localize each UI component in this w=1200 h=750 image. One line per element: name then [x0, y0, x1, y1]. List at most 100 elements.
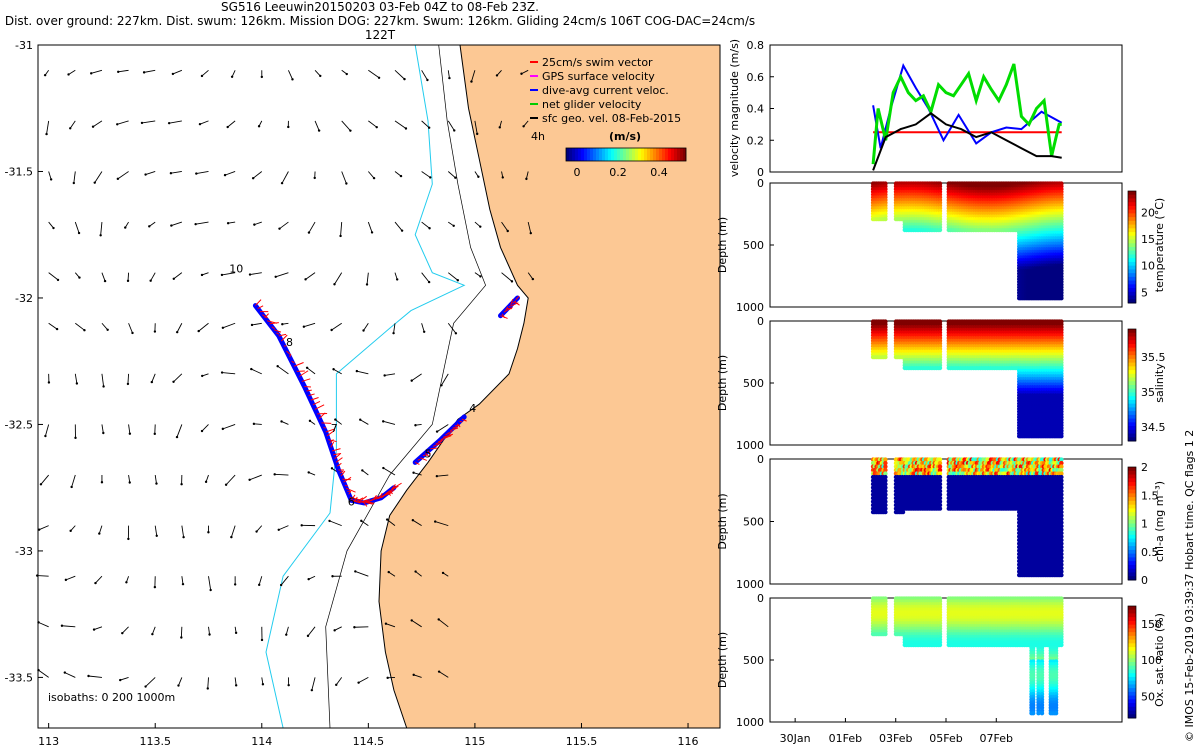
velocity-arrow [94, 171, 103, 183]
velocity-arrow [208, 576, 212, 591]
velocity-ytick-label: 0 [757, 166, 764, 179]
colorbar-swatch [1128, 205, 1136, 211]
velocity-arrow-head [435, 430, 439, 433]
colorbar-swatch [632, 148, 636, 161]
velocity-arrow [173, 272, 183, 280]
velocity-arrow [285, 626, 289, 635]
velocity-arrow [172, 69, 183, 75]
velocity-arrow [394, 171, 402, 177]
velocity-arrow-head [172, 380, 175, 384]
velocity-arrow [258, 576, 263, 585]
swim-vector [262, 314, 269, 319]
velocity-series [872, 112, 1062, 171]
velocity-arrow [447, 171, 456, 179]
velocity-arrow-head [280, 420, 283, 423]
swim-vector [425, 452, 430, 458]
colorbar-swatch [584, 148, 588, 161]
swim-vector [306, 389, 312, 392]
velocity-arrow [281, 421, 289, 425]
velocity-arrow-head [520, 72, 523, 75]
velocity-arrow-head [201, 374, 204, 378]
velocity-arrow-head [251, 177, 255, 180]
colorbar-swatch [1128, 261, 1136, 267]
swim-vector [510, 298, 514, 306]
velocity-arrow-head [209, 588, 212, 592]
velocity-arrow [441, 373, 449, 386]
velocity-arrow-head [140, 121, 144, 125]
velocity-arrow-head [273, 473, 276, 476]
velocity-arrow [38, 669, 49, 678]
velocity-arrow-head [276, 364, 279, 368]
velocity-arrow [305, 272, 316, 280]
velocity-arrow [48, 221, 54, 229]
swim-vector [442, 433, 453, 438]
velocity-arrow-head [470, 80, 473, 83]
day-label: 8 [286, 336, 293, 349]
velocity-arrow [176, 323, 183, 333]
velocity-arrow-head [78, 276, 81, 279]
colorbar-swatch [1128, 276, 1136, 282]
colorbar-swatch [566, 148, 570, 161]
velocity-arrow [154, 474, 157, 484]
swim-vector [420, 457, 428, 461]
velocity-arrow-head [331, 575, 334, 578]
velocity-arrow-head [150, 380, 154, 384]
velocity-arrow-head [257, 125, 261, 128]
velocity-arrow-head [383, 374, 386, 377]
velocity-arrow-head [226, 125, 229, 129]
velocity-arrow-head [117, 70, 120, 74]
swim-vector [278, 333, 287, 337]
profile-point [1059, 296, 1064, 301]
velocity-arrow-head [39, 483, 43, 486]
velocity-arrow [278, 525, 289, 531]
velocity-arrow-head [194, 222, 197, 226]
velocity-arrow-head [195, 172, 198, 175]
swim-vector [461, 418, 467, 422]
velocity-arrow-head [250, 323, 254, 327]
colorbar-swatch [1128, 224, 1136, 229]
velocity-arrow-head [456, 279, 460, 282]
velocity-arrow-head [361, 469, 364, 472]
velocity-arrow-head [170, 224, 173, 227]
velocity-arrow [501, 221, 509, 232]
velocity-arrow [436, 424, 449, 432]
swim-vector [367, 501, 375, 504]
velocity-arrow [438, 671, 449, 678]
velocity-arrow-head [102, 385, 105, 388]
velocity-series [871, 63, 1062, 165]
swim-vector [304, 386, 312, 388]
swim-vector [339, 470, 344, 474]
velocity-arrow-head [44, 434, 47, 438]
velocity-arrow [421, 221, 430, 229]
swim-vector [312, 400, 321, 406]
velocity-arrow-head [448, 76, 451, 80]
velocity-arrow-head [92, 628, 96, 631]
velocity-arrow-head [334, 418, 337, 421]
velocity-arrow-head [255, 530, 258, 533]
colorbar-swatch [590, 148, 594, 161]
velocity-ytick-label: 0.4 [747, 103, 765, 116]
colorbar-swatch [1128, 239, 1136, 244]
colorbar-swatch [1128, 194, 1136, 199]
velocity-ytick-label: 0.2 [747, 134, 765, 147]
swim-vector [325, 428, 335, 433]
swim-vector [255, 299, 262, 306]
velocity-arrow [277, 365, 289, 375]
legend-entry: 25cm/s swim vector [542, 56, 653, 69]
colorbar-swatch [662, 148, 666, 161]
colorbar-swatch [1128, 228, 1136, 233]
profile-panel [769, 182, 1123, 308]
velocity-arrow-head [377, 76, 381, 79]
swim-vector [415, 461, 420, 465]
velocity-arrow-head [248, 273, 252, 276]
map-ytick-label: -33 [15, 545, 33, 558]
velocity-arrow-head [200, 74, 204, 78]
velocity-arrow-head [440, 384, 443, 387]
velocity-arrow [71, 474, 76, 488]
velocity-arrow-head [426, 78, 429, 82]
velocity-arrow-head [359, 418, 362, 421]
velocity-arrow-head [330, 328, 333, 332]
velocity-panel [769, 44, 1123, 173]
velocity-arrow [363, 323, 369, 331]
velocity-arrow-head [230, 75, 234, 78]
